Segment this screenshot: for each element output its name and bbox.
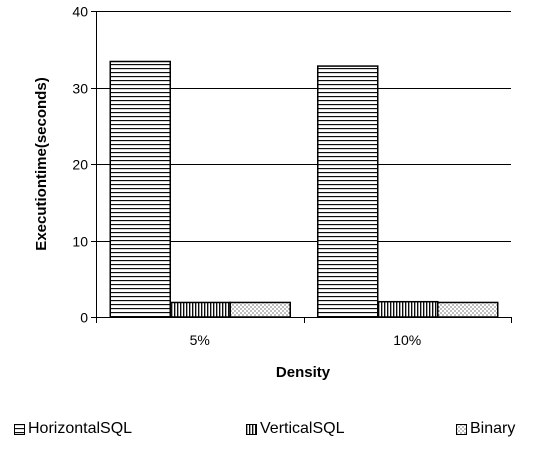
bar-horizontalsql-2 [317, 65, 379, 318]
bar-horizontalsql-1 [109, 60, 171, 318]
y-tick-label: 10 [72, 234, 88, 250]
legend-item-horizontalsql: HorizontalSQL [14, 420, 132, 438]
x-axis-title: Density [276, 364, 331, 381]
x-tick-label: 5% [190, 332, 210, 348]
bar-verticalsql-2 [377, 300, 439, 318]
tick-labels: 0 10 20 30 40 5% 10% [72, 4, 421, 349]
dots-swatch-icon [456, 423, 467, 435]
legend-label-verticalsql: VerticalSQL [260, 420, 345, 437]
legend-item-binary: Binary [456, 420, 515, 438]
legend-label-binary: Binary [470, 420, 516, 437]
axes [91, 11, 512, 323]
horizontal-lines-swatch-icon [14, 423, 25, 435]
bar-chart: 0 10 20 30 40 5% 10% Density Executiontime(sec… [33, 4, 512, 381]
bars [109, 60, 499, 318]
y-tick-label: 0 [80, 310, 88, 326]
bar-binary-2 [437, 301, 499, 318]
x-tick-label: 10% [393, 332, 421, 348]
legend-label-horizontalsql: HorizontalSQL [28, 420, 133, 437]
y-axis-title: Executiontime(seconds) [33, 77, 50, 250]
legend: HorizontalSQL VerticalSQL Binary [0, 420, 538, 444]
y-tick-label: 40 [72, 4, 88, 20]
vertical-lines-swatch-icon [246, 423, 257, 435]
bar-binary-1 [229, 301, 291, 318]
y-tick-label: 30 [72, 81, 88, 97]
bar-verticalsql-1 [169, 301, 231, 318]
y-tick-label: 20 [72, 157, 88, 173]
legend-item-verticalsql: VerticalSQL [246, 420, 344, 438]
